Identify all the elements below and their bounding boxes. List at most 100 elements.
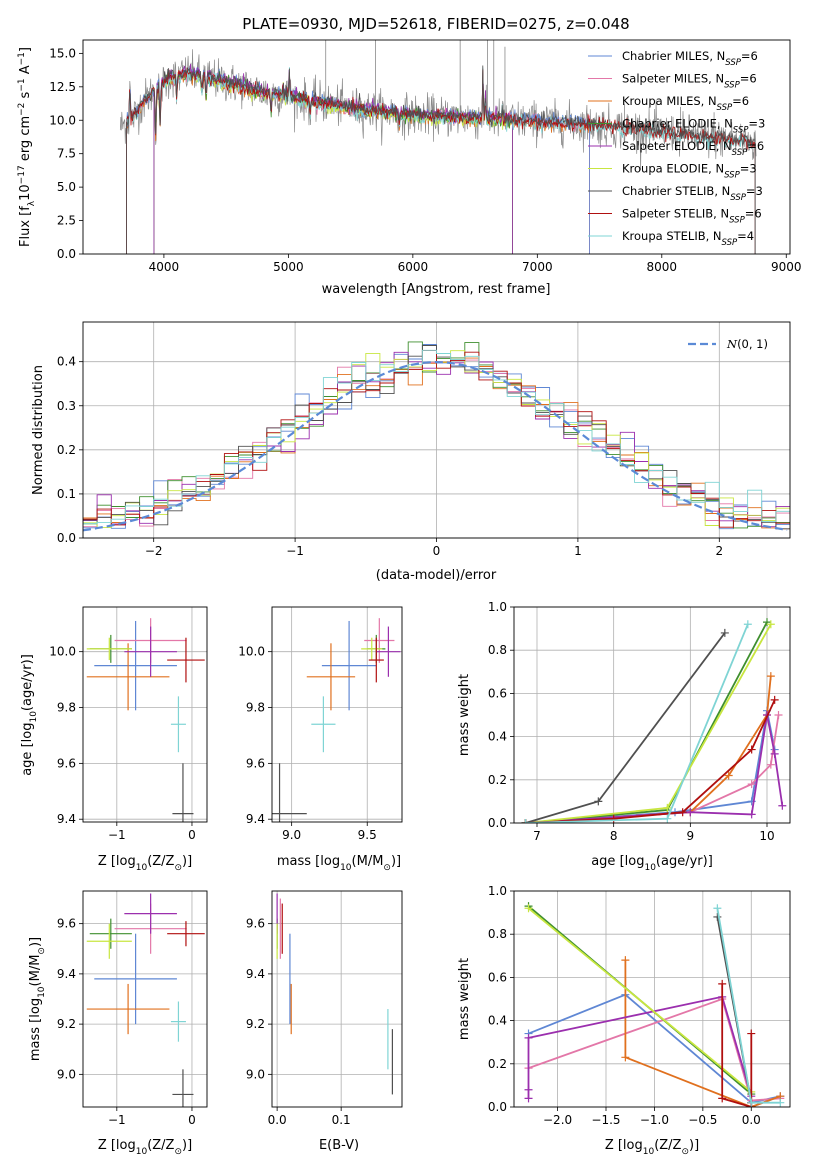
x-tick-label: 8000 [647, 260, 678, 274]
y-axis-label-part: λ [27, 200, 37, 206]
x-axis-label-part: )] [182, 1138, 192, 1153]
legend-suffix: =6 [732, 94, 749, 108]
axes-spectrum: 4000 5000 6000 7000 8000 9000 0.0 2.5 5.0 7.5 10.0… [17, 39, 802, 297]
legend-suffix: =4 [737, 229, 754, 243]
y-tick-label: 10.0 [238, 645, 265, 659]
y-tick-label: 7.5 [57, 147, 76, 161]
weight-marker [609, 814, 618, 823]
axes-frame [82, 606, 208, 823]
legend-label-kroupa-stelib: Kroupa STELIB, NSSP=4 [622, 229, 754, 248]
weight-marker [718, 979, 727, 988]
legend-subscript: SSP [724, 81, 740, 91]
y-tick-label: 0.2 [57, 443, 76, 457]
axes-mass_vs_Z: −1 09.09.29.49.6Z [log10(Z/Z⊙)]mass [log1… [28, 890, 208, 1157]
x-tick-label: −1.0 [640, 1113, 669, 1127]
errorbar-chabrier-miles [94, 933, 177, 1025]
y-tick-label: 0.6 [488, 970, 507, 984]
axes-frame [513, 606, 791, 824]
axes-residuals: −2 −1 0 1 2 0.0 0.1 0.2 0.3 0.4 N(0, 1) (data-model… [31, 321, 791, 583]
x-axis-label-part: (age/yr)] [656, 854, 713, 869]
x-axis-label-part: )] [391, 854, 401, 869]
legend-text: N [726, 337, 738, 351]
axes-age_vs_Z: −1 09.49.69.810.0Z [log10(Z/Z⊙)]age [log1… [20, 606, 208, 873]
y-tick-label: 0.0 [488, 1100, 507, 1114]
y-tick-label: 10.0 [49, 113, 76, 127]
x-axis-label-part: mass [log [277, 854, 340, 869]
legend-subscript: SSP [724, 171, 740, 181]
weight-marker [678, 808, 687, 817]
weight-marker [621, 956, 630, 965]
legend-text: Kroupa MILES, N [622, 94, 717, 108]
x-tick-label: 0.0 [268, 1113, 287, 1127]
x-tick-label: 2 [715, 544, 723, 558]
y-tick-label: 9.2 [246, 1017, 265, 1031]
y-axis-label-part: mass [log [28, 998, 43, 1061]
legend-label-kroupa-elodie: Kroupa ELODIE, NSSP=3 [622, 162, 757, 181]
histogram-kroupa-stelib [83, 349, 790, 538]
x-axis-label-part: ⊙ [681, 1147, 689, 1157]
y-tick-label: 0.6 [488, 686, 507, 700]
y-tick-label: 0.2 [488, 1057, 507, 1071]
weight-marker [524, 1094, 533, 1103]
x-axis-label: wavelength [Angstrom, rest frame] [322, 282, 551, 297]
weight-series-chabrier-stelib [521, 628, 729, 823]
x-axis-label-part: (Z/Z [147, 1138, 174, 1153]
errorbar-salpeter-stelib [368, 637, 384, 683]
legend-suffix: =6 [740, 72, 757, 86]
x-axis-label-part: 10 [340, 863, 352, 873]
weight-marker [747, 1029, 756, 1038]
y-axis-label-part: s [18, 91, 33, 102]
errorbar-kroupa-elodie [86, 923, 132, 959]
normal-curve-line [83, 360, 788, 532]
legend-suffix: =3 [748, 117, 765, 131]
errorbar-salpeter-stelib [167, 921, 205, 947]
legend-suffix: =6 [741, 49, 758, 63]
errorbar-chabrier-miles [94, 620, 177, 711]
y-axis-label: mass [log10(M/M⊙)] [28, 937, 47, 1061]
y-tick-label: 9.4 [57, 967, 76, 981]
plot-area-age_vs_mass [272, 618, 401, 822]
y-axis-label-part: )] [28, 937, 43, 947]
errorbar-kroupa-stelib [170, 696, 186, 753]
y-axis-label-part: −17 [17, 165, 27, 184]
legend-text: Chabrier ELODIE, N [622, 117, 733, 131]
axes-frame [271, 890, 403, 1108]
x-axis-label-part: ⊙ [174, 1147, 182, 1157]
plot-area-mass_vs_Z [86, 893, 205, 1107]
x-axis-label-part: age [log [591, 854, 644, 869]
weight-series-kroupa-stelib [521, 620, 752, 823]
y-tick-label: 9.0 [57, 1067, 76, 1081]
y-tick-label: 9.6 [57, 756, 76, 770]
weight-line [525, 714, 784, 823]
x-tick-label: 7 [533, 829, 541, 843]
plot-area-mass_vs_ebv [276, 893, 393, 1095]
model-spectrum-kroupa-stelib [126, 67, 755, 150]
axes-frame [82, 321, 791, 539]
legend-text: (0, 1) [737, 337, 768, 351]
y-axis-label-part: 10 [29, 711, 39, 723]
legend-subscript: SSP [729, 216, 745, 226]
observed-spectrum-line [119, 49, 757, 171]
errorbar-kroupa-miles [86, 643, 170, 711]
x-axis-label-part: 10 [136, 1147, 148, 1157]
x-axis-label-part: (Z/Z [654, 1138, 681, 1153]
x-tick-label: 7000 [522, 260, 553, 274]
y-axis-label-part: −1 [17, 52, 27, 65]
x-axis-label-part: Z [log [605, 1138, 643, 1153]
legend-text: Salpeter ELODIE, N [622, 139, 732, 153]
weight-line [525, 699, 776, 823]
x-tick-label: 9.0 [282, 828, 301, 842]
weight-marker [747, 745, 756, 754]
x-tick-label: −1 [108, 828, 126, 842]
axes-weight_vs_age: 7 8 9 10 0.0 0.2 0.4 0.6 0.8 1.0 mass weight age [l… [457, 600, 791, 873]
errorbar-kroupa-miles [306, 643, 356, 711]
legend-subscript: SSP [722, 238, 738, 248]
x-axis-label-part: 10 [644, 863, 656, 873]
x-axis-label: mass [log10(M/M⊙)] [277, 854, 401, 873]
legend-label-normal: N(0, 1) [726, 337, 768, 351]
y-axis-label-part: −1 [17, 78, 27, 91]
y-tick-label: 0.8 [488, 643, 507, 657]
y-tick-label: 2.5 [57, 214, 76, 228]
x-tick-label: −1.5 [591, 1113, 620, 1127]
